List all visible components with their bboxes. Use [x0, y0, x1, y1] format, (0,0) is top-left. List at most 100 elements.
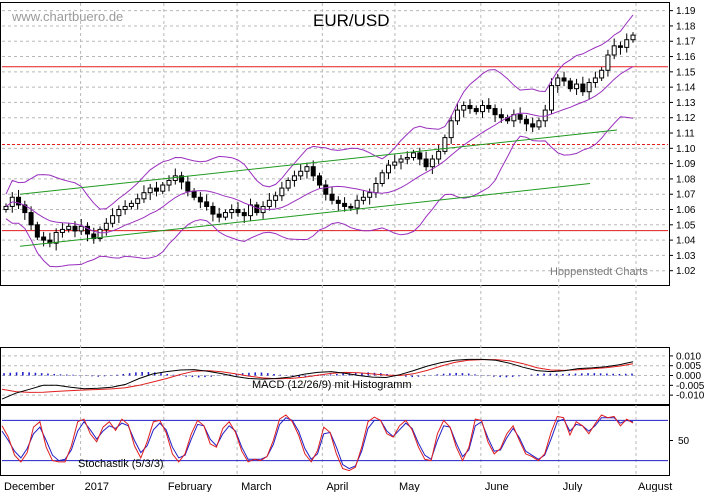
candle-body: [423, 158, 429, 168]
candle-body: [379, 172, 385, 185]
macd-line: [1, 358, 634, 400]
candle-body: [34, 224, 40, 238]
price-tick-label: 1.07: [676, 190, 696, 201]
candle-body: [285, 179, 291, 189]
price-tick-label: 1.16: [676, 52, 696, 63]
candle-body: [329, 193, 335, 201]
price-tick-label: 1.19: [676, 6, 696, 17]
candle-body: [235, 209, 241, 214]
candle-body: [304, 166, 310, 172]
price-tick-label: 1.13: [676, 98, 696, 109]
stochastic-label: Stochastik (5/3/3): [78, 458, 164, 470]
candle-body: [373, 183, 379, 194]
bollinger-lower-line: [5, 116, 634, 268]
macd-tick-label: 0.010: [676, 351, 701, 362]
candle-body: [185, 181, 191, 192]
candle-body: [342, 202, 348, 207]
x-tick-label: June: [485, 481, 509, 492]
candle-body: [354, 199, 360, 209]
stochastic-d-line: [1, 417, 634, 470]
candle-body: [561, 77, 567, 82]
candle-body: [536, 120, 542, 128]
candle-body: [216, 213, 222, 218]
x-tick-label: August: [638, 481, 672, 492]
candle-body: [179, 175, 185, 183]
candle-body: [617, 45, 623, 48]
price-tick-label: 1.03: [676, 251, 696, 262]
price-tick-label: 1.09: [676, 159, 696, 170]
price-tick-label: 1.14: [676, 83, 696, 94]
x-tick-label: February: [168, 481, 213, 492]
candle-body: [429, 158, 435, 168]
macd-signal-line: [1, 359, 634, 393]
watermark: www.chartbuero.de: [11, 9, 123, 24]
candle-body: [166, 179, 172, 186]
price-tick-label: 1.17: [676, 37, 696, 48]
x-tick-label: December: [4, 481, 55, 492]
candle-body: [53, 231, 59, 244]
price-tick-label: 1.04: [676, 236, 696, 247]
candle-body: [461, 104, 467, 111]
candle-body: [204, 201, 210, 207]
price-plot: [2, 14, 668, 268]
candle-body: [110, 215, 116, 224]
candle-body: [624, 39, 630, 48]
candle-body: [116, 209, 122, 217]
candle-body: [580, 83, 586, 93]
candle-body: [147, 187, 153, 194]
x-axis-labels: December 2017 February March April May June Jul…: [4, 481, 672, 492]
candle-body: [480, 104, 486, 113]
candle-body: [486, 104, 492, 110]
candle-body: [317, 175, 322, 186]
stoch-tick-label: 50: [678, 436, 690, 447]
credit-label: Hoppenstedt Charts: [550, 266, 648, 278]
candle-body: [266, 199, 272, 207]
candle-body: [523, 118, 529, 125]
candle-body: [548, 85, 554, 111]
candle-body: [191, 190, 197, 198]
candle-body: [592, 77, 598, 84]
bollinger-upper-line: [5, 14, 634, 210]
candle-body: [348, 205, 354, 209]
candle-body: [28, 212, 34, 226]
price-tick-label: 1.05: [676, 220, 696, 231]
stochastic-plot: [1, 414, 668, 472]
candle-body: [574, 83, 580, 90]
candle-body: [586, 82, 592, 93]
candle-body: [160, 184, 166, 192]
candle-body: [197, 196, 203, 203]
candle-body: [78, 225, 84, 232]
candle-body: [16, 196, 22, 206]
macd-plot: [1, 358, 634, 400]
candle-body: [473, 108, 479, 113]
x-tick-label: April: [326, 481, 348, 492]
candle-body: [392, 161, 398, 166]
candle-body: [298, 170, 304, 177]
price-tick-label: 1.06: [676, 205, 696, 216]
candle-body: [517, 114, 523, 120]
candle-body: [498, 114, 504, 119]
candle-body: [222, 212, 228, 218]
candle-body: [611, 45, 617, 56]
candle-body: [291, 175, 297, 181]
candle-body: [141, 192, 147, 200]
candle-body: [59, 228, 65, 233]
candle-body: [530, 123, 536, 128]
candle-body: [241, 212, 247, 217]
x-tick-label: May: [399, 481, 420, 492]
candle-body: [599, 69, 605, 79]
candle-body: [229, 209, 235, 214]
candle-body: [128, 202, 134, 207]
stochastic-k-line: [1, 414, 634, 472]
candle-body: [630, 34, 636, 41]
candle-body: [122, 205, 128, 211]
macd-tick-label: 0.005: [676, 361, 701, 372]
candle-body: [323, 184, 329, 195]
candle-body: [3, 205, 9, 211]
candle-body: [567, 80, 573, 90]
candle-body: [605, 54, 611, 71]
candle-body: [385, 164, 391, 174]
chart-title: EUR/USD: [313, 11, 390, 30]
candle-body: [417, 152, 423, 160]
